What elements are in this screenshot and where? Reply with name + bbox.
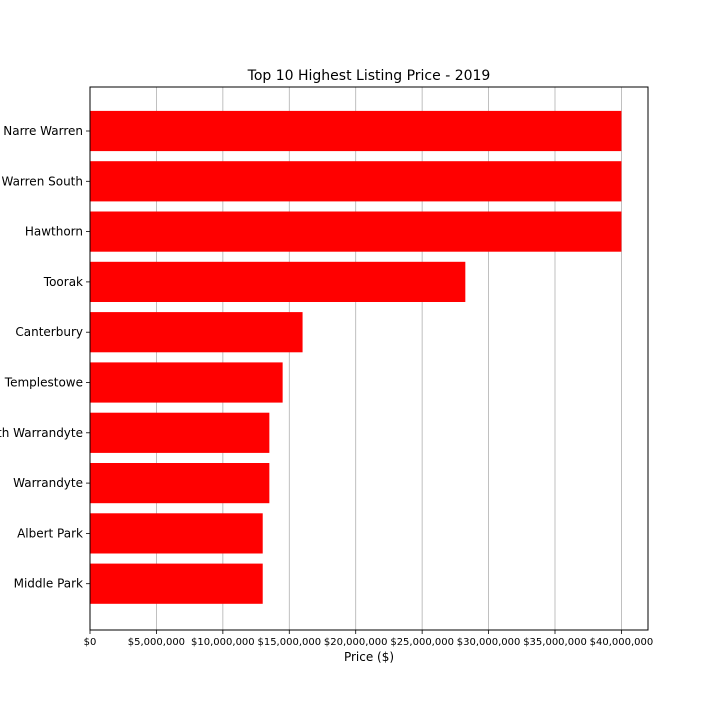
y-axis-categories: Narre Warren Narre Warren South Hawthorn To…	[0, 124, 90, 591]
y-category-label: Narre Warren South	[0, 174, 83, 188]
y-category-label: Toorak	[43, 275, 83, 289]
y-category-label: North Warrandyte	[0, 426, 83, 440]
bar	[90, 110, 622, 152]
x-axis-ticks: $0 $5,000,000 $10,000,000 $15,000,000 $20,00…	[84, 630, 654, 648]
x-tick-label: $0	[84, 637, 97, 648]
y-category-label: Warrandyte	[13, 476, 83, 490]
x-tick-label: $5,000,000	[128, 637, 185, 648]
bar	[90, 312, 303, 353]
x-tick-label: $20,000,000	[324, 637, 388, 648]
bars	[90, 110, 622, 604]
bar	[90, 463, 270, 504]
bar	[90, 211, 622, 252]
x-tick-label: $25,000,000	[390, 637, 454, 648]
y-category-label: Templestowe	[4, 376, 83, 390]
y-category-label: Canterbury	[15, 325, 83, 339]
chart-title: Top 10 Highest Listing Price - 2019	[247, 68, 491, 84]
x-tick-label: $35,000,000	[523, 637, 587, 648]
x-tick-label: $10,000,000	[191, 637, 255, 648]
y-category-label: Albert Park	[17, 526, 83, 540]
y-category-label: Narre Warren	[3, 124, 83, 138]
bar	[90, 563, 263, 604]
y-category-label: Hawthorn	[25, 225, 83, 239]
bar	[90, 412, 270, 453]
y-category-label: Middle Park	[14, 577, 83, 591]
plot-frame	[89, 86, 649, 631]
bar	[90, 261, 466, 302]
bar	[90, 362, 283, 403]
x-tick-label: $40,000,000	[590, 637, 654, 648]
bar	[90, 161, 622, 202]
x-axis-label: Price ($)	[344, 650, 394, 664]
bar	[90, 513, 263, 554]
x-tick-label: $30,000,000	[457, 637, 521, 648]
x-tick-label: $15,000,000	[257, 637, 321, 648]
